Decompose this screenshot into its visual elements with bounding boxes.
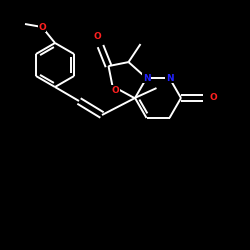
Text: N: N	[143, 74, 150, 82]
Text: N: N	[166, 74, 173, 82]
Text: O: O	[38, 22, 46, 32]
Text: O: O	[94, 32, 102, 40]
Text: O: O	[112, 86, 120, 94]
Text: O: O	[209, 94, 217, 102]
